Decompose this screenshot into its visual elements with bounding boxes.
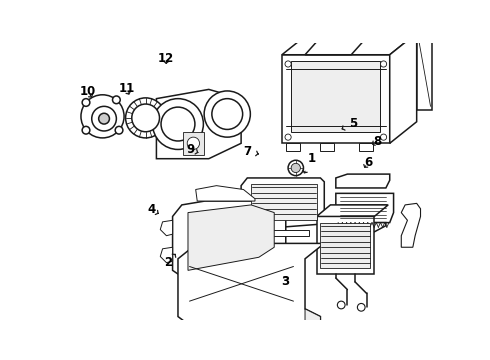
Circle shape xyxy=(285,61,291,67)
Polygon shape xyxy=(183,132,204,155)
Polygon shape xyxy=(188,205,274,270)
Text: 9: 9 xyxy=(187,143,198,157)
Polygon shape xyxy=(172,201,286,282)
Polygon shape xyxy=(355,222,386,232)
Polygon shape xyxy=(156,89,241,159)
Text: 2: 2 xyxy=(164,254,176,269)
Text: 12: 12 xyxy=(158,52,174,65)
Polygon shape xyxy=(282,33,416,55)
Circle shape xyxy=(132,104,160,132)
Circle shape xyxy=(98,113,109,124)
Polygon shape xyxy=(259,230,309,236)
Polygon shape xyxy=(401,203,420,247)
Circle shape xyxy=(285,134,291,140)
Text: 7: 7 xyxy=(244,145,258,158)
Text: 3: 3 xyxy=(281,275,289,288)
Polygon shape xyxy=(291,61,381,132)
Circle shape xyxy=(337,301,345,309)
Polygon shape xyxy=(359,143,373,151)
Circle shape xyxy=(81,95,124,138)
Text: 8: 8 xyxy=(372,135,382,148)
Circle shape xyxy=(288,160,303,176)
Polygon shape xyxy=(336,193,393,222)
Circle shape xyxy=(82,99,90,106)
Polygon shape xyxy=(317,216,374,274)
Circle shape xyxy=(381,61,387,67)
Circle shape xyxy=(204,91,250,137)
Polygon shape xyxy=(160,220,172,236)
Polygon shape xyxy=(251,184,317,220)
Polygon shape xyxy=(282,55,390,143)
Polygon shape xyxy=(390,33,416,143)
Polygon shape xyxy=(160,247,172,263)
Text: 10: 10 xyxy=(80,85,96,98)
Circle shape xyxy=(115,126,123,134)
Text: 5: 5 xyxy=(342,117,357,130)
Circle shape xyxy=(187,137,199,149)
Polygon shape xyxy=(317,205,388,216)
Polygon shape xyxy=(336,174,390,188)
Text: 1: 1 xyxy=(303,152,316,173)
Polygon shape xyxy=(320,143,334,151)
Polygon shape xyxy=(178,243,324,328)
Text: 6: 6 xyxy=(364,156,372,169)
Polygon shape xyxy=(305,309,320,328)
Polygon shape xyxy=(320,222,370,268)
Polygon shape xyxy=(286,143,300,151)
Circle shape xyxy=(161,107,195,141)
Text: 4: 4 xyxy=(147,203,158,216)
Circle shape xyxy=(82,126,90,134)
Text: 11: 11 xyxy=(119,82,135,95)
Polygon shape xyxy=(416,33,432,110)
Circle shape xyxy=(291,163,300,172)
Circle shape xyxy=(381,134,387,140)
Polygon shape xyxy=(196,186,255,201)
Polygon shape xyxy=(305,40,365,55)
Circle shape xyxy=(357,303,365,311)
Circle shape xyxy=(92,106,117,131)
Circle shape xyxy=(113,96,120,104)
Circle shape xyxy=(152,99,203,149)
Polygon shape xyxy=(241,178,324,230)
Circle shape xyxy=(125,98,166,138)
Circle shape xyxy=(212,99,243,130)
